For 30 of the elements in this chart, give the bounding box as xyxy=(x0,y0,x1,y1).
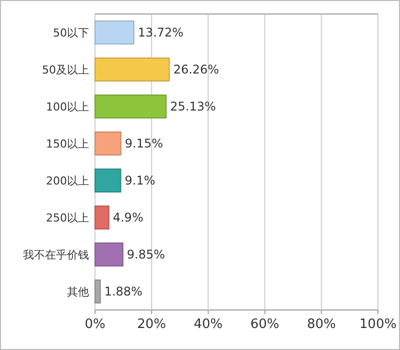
y-tick-label: 200以上 xyxy=(46,174,89,188)
data-label: 1.88% xyxy=(104,284,142,299)
data-label: 25.13% xyxy=(170,100,216,114)
x-tick-label: 40% xyxy=(194,317,223,332)
bar xyxy=(94,242,124,266)
y-tick-label: 250以上 xyxy=(46,211,89,224)
x-tick-label: 0% xyxy=(84,317,106,332)
data-label: 13.72% xyxy=(138,26,184,40)
data-label: 26.26% xyxy=(173,62,220,77)
data-label: 4.9% xyxy=(112,210,144,225)
y-tick-label: 我不在乎价钱 xyxy=(23,248,89,262)
data-label: 9.85% xyxy=(126,248,165,262)
y-tick-label: 100以上 xyxy=(46,100,89,114)
bar xyxy=(94,206,110,230)
y-tick-label: 150以上 xyxy=(46,137,89,150)
data-label: 9.15% xyxy=(124,136,164,151)
x-tick-label: 20% xyxy=(137,317,166,332)
bar xyxy=(94,20,134,44)
bar xyxy=(94,132,122,156)
x-tick-label: 100% xyxy=(359,317,397,332)
x-tick-label: 80% xyxy=(306,317,336,332)
y-tick-label: 50以下 xyxy=(53,26,89,40)
y-tick-label: 50及以上 xyxy=(42,63,89,76)
data-label: 9.1% xyxy=(124,174,156,188)
bar xyxy=(94,94,167,118)
bar xyxy=(94,280,101,304)
x-tick-label: 60% xyxy=(250,317,280,332)
y-tick-label: 其他 xyxy=(67,285,89,298)
bar xyxy=(94,168,122,192)
bar xyxy=(94,58,170,82)
